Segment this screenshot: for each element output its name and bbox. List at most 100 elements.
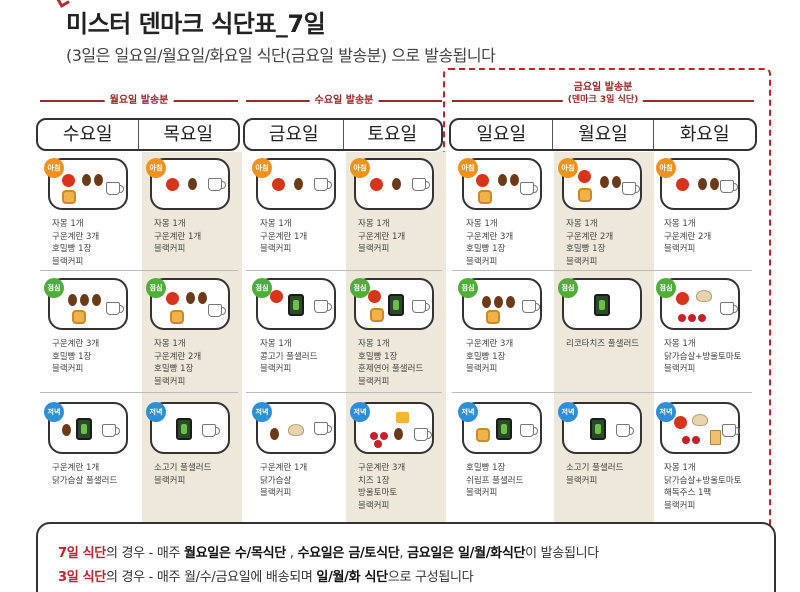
rye-bread-icon [170, 310, 184, 324]
coffee-cup-icon [522, 300, 540, 313]
breakfast-badge: 아침 [252, 158, 272, 178]
menu-items: 자몽 1개 구운계란 2개 블랙커피 [664, 218, 711, 256]
plate-illustration: 아침 [558, 158, 642, 210]
menu-item: 호밀빵 1장 [52, 244, 92, 254]
salad-box-icon [288, 294, 304, 316]
menu-item: 방울토마토 [358, 488, 398, 498]
salad-box-icon [388, 294, 404, 316]
menu-item: 호밀빵 1장 [358, 351, 398, 362]
row-divider [40, 270, 238, 271]
menu-item: 자몽 1개 [52, 219, 84, 229]
rye-bread-icon [370, 308, 384, 322]
day-label: 토요일 [342, 120, 442, 149]
lunch-badge: 점심 [44, 278, 64, 298]
menu-item: 구운계란 3개 [52, 339, 100, 349]
menu-item: 구운계란 2개 [664, 231, 712, 242]
group-label: 금요일 발송분 (덴마크 3일 식단) [562, 82, 644, 106]
menu-item: 구운계란 1개 [260, 463, 308, 473]
menu-items: 자몽 1개 닭가슴살+방울토마토 블랙커피 [664, 338, 742, 376]
menu-items: 자몽 1개 호밀빵 1장 훈제연어 풀샐러드 블랙커피 [358, 338, 423, 388]
day-label: 화요일 [653, 120, 755, 149]
cherry-tomato-icon [682, 436, 690, 444]
day-label: 월요일 [551, 120, 654, 149]
grapefruit-icon [272, 178, 285, 191]
plate-illustration: 저녁 [146, 402, 230, 454]
dinner-badge: 저녁 [146, 402, 166, 422]
cherry-tomato-icon [692, 436, 700, 444]
lunch-badge: 점심 [350, 278, 370, 298]
grapefruit-icon [270, 290, 283, 303]
coffee-cup-icon [202, 424, 220, 437]
lunch-badge: 점심 [558, 278, 578, 298]
menu-item: 구운계란 3개 [466, 231, 514, 242]
grapefruit-icon [62, 174, 75, 187]
chicken-icon [288, 424, 304, 436]
row-divider [452, 392, 752, 393]
menu-item: 해독주스 1팩 [664, 488, 712, 498]
row-divider [246, 392, 442, 393]
egg-icon [482, 296, 491, 308]
egg-icon [612, 176, 621, 188]
grapefruit-icon [674, 416, 687, 429]
menu-items: 리코타치즈 풀샐러드 [566, 338, 639, 351]
rye-bread-icon [478, 190, 492, 204]
coffee-cup-icon [208, 304, 226, 317]
coffee-cup-icon [616, 424, 634, 437]
cherry-tomato-icon [370, 432, 378, 440]
menu-item: 블랙커피 [466, 364, 498, 374]
plate-illustration: 점심 [558, 278, 642, 330]
dinner-badge: 저녁 [558, 402, 578, 422]
menu-item: 블랙커피 [52, 256, 84, 267]
plate-illustration: 점심 [458, 278, 542, 330]
menu-item: 소고기 풀샐러드 [566, 463, 624, 473]
group-friday-shipment: 금요일 발송분 (덴마크 3일 식단) [452, 82, 754, 106]
menu-item: 블랙커피 [358, 376, 390, 387]
coffee-cup-icon [102, 424, 120, 437]
menu-item: 블랙커피 [664, 500, 696, 511]
plate-illustration: 점심 [350, 278, 434, 330]
page-subtitle: (3일은 일요일/월요일/화요일 식단(금요일 발송분) 으로 발송됩니다 [66, 46, 496, 65]
menu-items: 자몽 1개 구운계란 1개 블랙커피 [154, 218, 201, 256]
menu-item: 블랙커피 [260, 244, 292, 254]
egg-icon [82, 174, 91, 186]
day-label: 금요일 [268, 124, 319, 145]
menu-item: 구운계란 3개 [52, 231, 100, 242]
dinner-badge: 저녁 [350, 402, 370, 422]
row-divider [246, 270, 442, 271]
plate-illustration: 아침 [350, 158, 434, 210]
egg-icon [698, 178, 707, 190]
plate-illustration: 저녁 [44, 402, 128, 454]
menu-item: 자몽 1개 [260, 219, 292, 229]
coffee-cup-icon [722, 424, 740, 437]
grapefruit-icon [676, 178, 689, 191]
menu-items: 자몽 1개 콩고기 풀샐러드 블랙커피 [260, 338, 317, 376]
coffee-cup-icon [720, 302, 738, 315]
menu-item: 자몽 1개 [664, 219, 696, 229]
plate-illustration: 저녁 [656, 402, 740, 454]
menu-item: 콩고기 풀샐러드 [260, 351, 318, 362]
menu-items: 자몽 1개 구운계란 2개 호밀빵 1장 블랙커피 [154, 338, 201, 388]
salad-box-icon [590, 418, 606, 440]
lunch-badge: 점심 [458, 278, 478, 298]
menu-item: 블랙커피 [466, 256, 498, 267]
menu-items: 구운계란 3개 치즈 1장 방울토마토 블랙커피 [358, 462, 405, 512]
menu-items: 호밀빵 1장 쉬림프 풀샐러드 블랙커피 [466, 462, 523, 500]
grapefruit-icon [166, 178, 179, 191]
plate-illustration: 점심 [252, 278, 336, 330]
plate-illustration: 아침 [252, 158, 336, 210]
day-column-2 [142, 152, 242, 524]
menu-item: 구운계란 1개 [260, 231, 308, 242]
menu-items: 구운계란 3개 호밀빵 1장 블랙커피 [466, 338, 513, 376]
coffee-cup-icon [720, 180, 738, 193]
row-divider [40, 392, 238, 393]
menu-item: 블랙커피 [154, 244, 186, 254]
group-label: 수요일 발송분 [309, 95, 379, 107]
menu-item: 닭가슴살 풀샐러드 [52, 475, 118, 486]
menu-item: 호밀빵 1장 [566, 244, 606, 254]
rye-bread-icon [476, 428, 490, 442]
cherry-tomato-icon [380, 432, 388, 440]
day-header-fri-sat: 금요일 토요일 [243, 118, 443, 151]
egg-icon [186, 292, 195, 304]
coffee-cup-icon [520, 182, 538, 195]
menu-item: 블랙커피 [566, 475, 598, 486]
